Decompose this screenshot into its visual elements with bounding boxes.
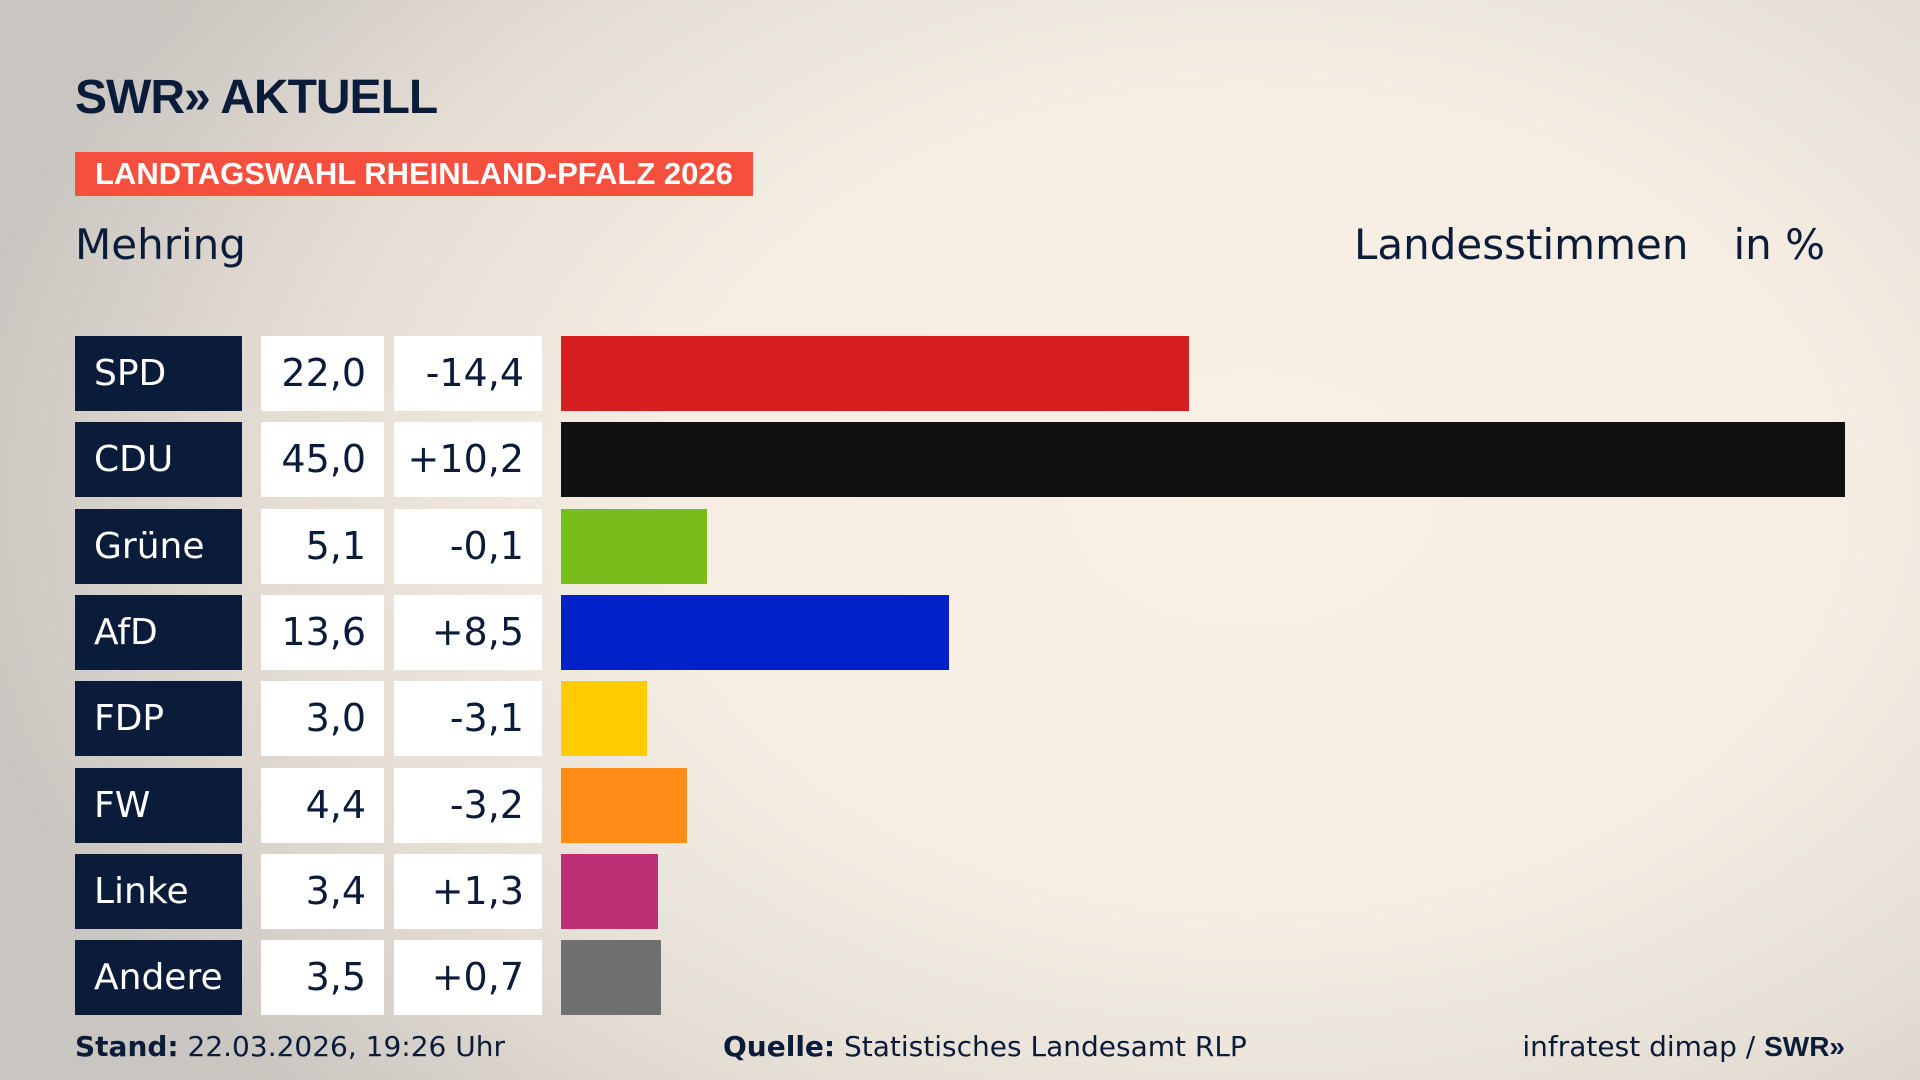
credit-text: infratest dimap / xyxy=(1522,1030,1756,1063)
party-label: CDU xyxy=(75,422,242,498)
bar xyxy=(561,336,1189,411)
swr-aktuell-logo: SWR» AKTUELL xyxy=(75,71,438,124)
footer-source: Quelle: Statistisches Landesamt RLP xyxy=(723,1030,1247,1063)
bar xyxy=(561,422,1845,498)
value-label: 3,4 xyxy=(261,853,384,929)
diff-label: -3,2 xyxy=(394,767,542,843)
election-badge: LANDTAGSWAHL RHEINLAND-PFALZ 2026 xyxy=(75,152,753,196)
metric-label: Landesstimmen in % xyxy=(1354,220,1825,269)
bar xyxy=(561,767,687,843)
party-label: Linke xyxy=(75,853,242,929)
party-label: FDP xyxy=(75,681,242,757)
diff-label: -3,1 xyxy=(394,681,542,757)
source-label: Quelle: xyxy=(723,1030,836,1063)
metric-name: Landesstimmen xyxy=(1354,220,1689,269)
diff-label: +0,7 xyxy=(394,940,542,1016)
stand-value: 22.03.2026, 19:26 Uhr xyxy=(187,1030,505,1063)
value-label: 45,0 xyxy=(261,422,384,498)
value-label: 3,0 xyxy=(261,681,384,757)
diff-label: +1,3 xyxy=(394,853,542,929)
party-label: Grüne xyxy=(75,508,242,584)
unit-label: in % xyxy=(1733,220,1825,269)
bar xyxy=(561,853,658,929)
bar xyxy=(561,681,647,757)
value-label: 4,4 xyxy=(261,767,384,843)
diff-label: -0,1 xyxy=(394,508,542,584)
footer-credit: infratest dimap / SWR» xyxy=(1522,1030,1845,1063)
party-label: Andere xyxy=(75,940,242,1016)
place-title: Mehring xyxy=(75,220,246,269)
swr-logo: SWR» xyxy=(1764,1031,1845,1062)
diff-label: -14,4 xyxy=(394,336,542,411)
value-label: 5,1 xyxy=(261,508,384,584)
diff-label: +8,5 xyxy=(394,594,542,670)
value-label: 3,5 xyxy=(261,940,384,1016)
value-label: 22,0 xyxy=(261,336,384,411)
party-label: SPD xyxy=(75,336,242,411)
party-label: FW xyxy=(75,767,242,843)
stand-label: Stand: xyxy=(75,1030,179,1063)
bar xyxy=(561,940,661,1016)
party-label: AfD xyxy=(75,594,242,670)
diff-label: +10,2 xyxy=(394,422,542,498)
footer-stand: Stand: 22.03.2026, 19:26 Uhr xyxy=(75,1030,505,1063)
source-value: Statistisches Landesamt RLP xyxy=(844,1030,1247,1063)
bar xyxy=(561,508,707,584)
bar xyxy=(561,594,950,670)
value-label: 13,6 xyxy=(261,594,384,670)
